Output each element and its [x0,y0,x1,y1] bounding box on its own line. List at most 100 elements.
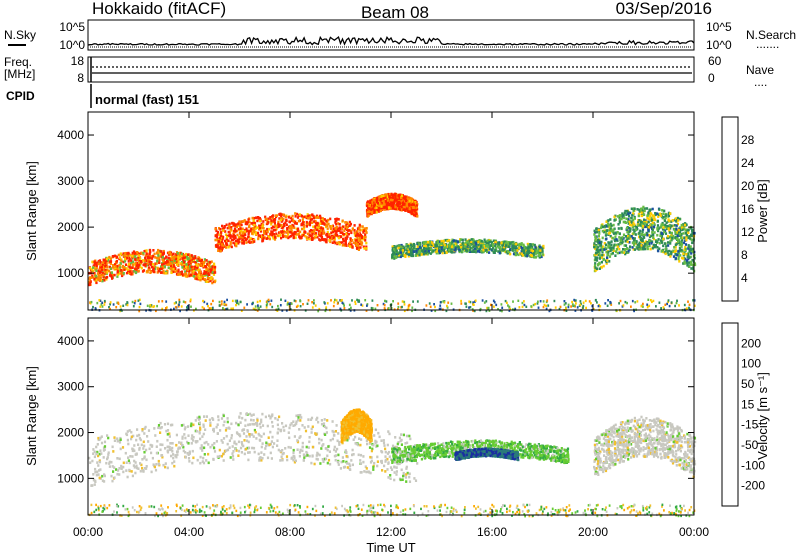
heat-cell-1652 [248,241,251,244]
heat-cell-1527 [250,227,253,231]
heat-cell-4728 [387,307,390,310]
heat-cell-3901 [613,227,616,231]
heat-cell-1553 [263,232,266,235]
heat-cell-1739 [234,229,237,233]
heat-cell-4058 [675,249,678,252]
heat-cell-3988 [645,240,648,243]
heat-cell-4957 [408,303,411,307]
heat-cell-3437 [420,249,424,252]
heat-cell-3849 [657,238,660,241]
heat-cell-292 [102,267,105,270]
heat-cell-3652 [605,250,608,254]
heat-cell-1582 [235,225,238,229]
heat-cell-1608 [217,249,220,252]
heat-cell-2585 [410,208,413,212]
heat-cell-2652 [368,207,371,210]
heat-cell-1665 [326,220,329,224]
heat-cell-1476 [251,216,254,220]
heat-cell-4242 [664,214,667,217]
heat-cell-3831 [634,224,637,228]
heat-cell-3833 [610,246,613,249]
heat-cell-4317 [663,209,666,213]
heat-cell-4394 [637,224,640,227]
heat-cell-1456 [241,232,245,236]
heat-cell-4355 [667,227,670,230]
heat-cell-973 [291,217,294,221]
heat-cell-4646 [607,299,609,302]
heat-cell-1580 [347,229,350,232]
heat-cell-4427 [649,247,652,251]
heat-cell-4940 [94,307,97,310]
heat-cell-3552 [424,250,427,253]
heat-cell-3160 [434,246,437,250]
heat-cell-2956 [422,252,425,256]
heat-cell-1754 [311,232,314,236]
heat-cell-3372 [425,240,428,244]
heat-cell-3807 [681,238,684,241]
heat-cell-4568 [349,309,352,312]
heat-cell-1220 [268,235,271,238]
heat-cell-2576 [385,207,389,210]
heat-cell-3640 [618,216,621,220]
heat-cell-4877 [570,305,572,308]
heat-cell-1335 [278,223,281,227]
heat-cell-861 [101,268,104,272]
heat-cell-3004 [492,246,495,249]
heat-cell-705 [114,265,117,268]
heat-cell-942 [362,245,365,249]
heat-cell-3443 [526,252,529,256]
heat-cell-4044 [631,246,634,249]
heat-cell-4217 [654,240,658,243]
heat-cell-3450 [488,251,491,254]
heat-cell-4142 [639,229,642,233]
heat-cell-4483 [680,236,683,240]
heat-cell-4227 [620,240,624,244]
heat-cell-4424 [625,226,629,230]
heat-cell-3537 [434,248,437,252]
heat-cell-4535 [530,305,533,308]
heat-cell-4467 [680,223,683,227]
heat-cell-3173 [478,247,481,250]
heat-cell-342 [203,270,206,273]
heat-cell-1783 [365,231,368,234]
heat-cell-4079 [629,245,632,248]
heat-cell-1434 [296,229,299,233]
heat-cell-180 [187,272,190,276]
heat-cell-4687 [326,302,329,305]
heat-cell-3129 [522,243,525,247]
heat-cell-3433 [533,252,536,255]
heat-cell-1061 [272,237,275,240]
heat-cell-2862 [533,248,536,251]
heat-cell-1382 [297,232,300,236]
heat-cell-1325 [258,224,261,228]
heat-cell-1147 [324,240,327,243]
heat-cell-854 [211,265,214,268]
heat-cell-3218 [403,248,406,252]
heat-cell-1188 [308,237,311,241]
heat-cell-3966 [593,243,596,247]
heat-cell-1463 [285,235,288,239]
heat-cell-3656 [678,260,681,263]
heat-cell-807 [189,265,192,268]
heat-cell-3751 [668,229,671,232]
heat-cell-798 [167,256,170,260]
heat-cell-1683 [342,237,345,241]
heat-cell-4884 [559,305,562,309]
heat-cell-4950 [157,300,160,303]
heat-cell-4084 [594,266,597,270]
heat-cell-1023 [216,230,219,234]
heat-cell-4582 [430,309,433,312]
heat-cell-1442 [275,214,278,217]
heat-cell-4212 [663,251,666,254]
heat-cell-3578 [488,240,491,244]
heat-cell-1646 [314,235,317,239]
heat-cell-4426 [597,228,600,232]
heat-cell-3487 [534,252,537,255]
heat-cell-1394 [240,234,243,237]
heat-cell-4690 [187,304,189,308]
heat-cell-4910 [318,307,321,311]
heat-cell-2669 [388,203,391,206]
heat-cell-1613 [245,221,248,224]
heat-cell-4517 [265,306,268,309]
heat-cell-4175 [641,239,644,243]
